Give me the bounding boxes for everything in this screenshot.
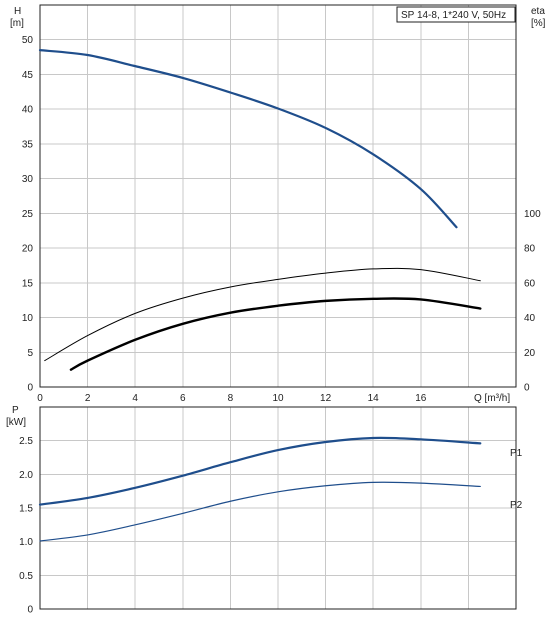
head-efficiency-panel: 0 2 4 6 8 10 12 14 16 0 5 10 15 20 25 30 35 40 45 50 0 20 40… <box>10 4 546 404</box>
power-tick-label: 0 <box>27 605 33 616</box>
eta-tick-label: 20 <box>524 348 536 359</box>
top-x-tick-labels: 0 2 4 6 8 10 12 14 16 <box>37 393 427 404</box>
legend-p2: P2 <box>510 500 523 511</box>
bottom-series <box>38 436 482 542</box>
efficiency-curve-thick <box>69 297 482 371</box>
head-curve <box>38 49 458 229</box>
chart-title-box <box>396 6 516 23</box>
head-tick-label: 0 <box>27 383 33 394</box>
top-grid <box>40 5 516 387</box>
x-tick-label: 16 <box>415 393 427 404</box>
eta-axis-unit: [%] <box>531 18 546 29</box>
head-tick-label: 5 <box>27 348 33 359</box>
power-tick-label: 1.0 <box>19 537 33 548</box>
eta-tick-label: 0 <box>524 383 530 394</box>
x-tick-label: 0 <box>37 393 43 404</box>
power-axis-unit: [kW] <box>6 417 26 428</box>
efficiency-curve-thin <box>44 267 481 362</box>
head-tick-label: 35 <box>22 139 34 150</box>
x-tick-label: 10 <box>272 393 284 404</box>
head-tick-label: 30 <box>22 174 34 185</box>
head-axis-symbol: H <box>14 6 21 17</box>
top-left-tick-labels: 0 5 10 15 20 25 30 35 40 45 50 <box>22 35 34 393</box>
eta-tick-label: 60 <box>524 278 536 289</box>
eta-tick-label: 100 <box>524 209 541 220</box>
top-plot-frame <box>39 4 517 388</box>
x-tick-label: 2 <box>85 393 91 404</box>
x-tick-label: 14 <box>368 393 380 404</box>
power-tick-label: 0.5 <box>19 571 33 582</box>
legend-p1: P1 <box>510 448 523 459</box>
eta-tick-label: 40 <box>524 313 536 324</box>
bottom-tick-labels: 0 0.5 1.0 1.5 2.0 2.5 <box>19 436 33 615</box>
head-tick-label: 50 <box>22 35 34 46</box>
top-right-tick-labels: 0 20 40 60 80 100 <box>524 209 541 394</box>
eta-tick-label: 80 <box>524 244 536 255</box>
power-axis-symbol: P <box>12 405 19 416</box>
head-tick-label: 25 <box>22 209 34 220</box>
bottom-plot-frame <box>39 406 517 610</box>
head-tick-label: 15 <box>22 278 34 289</box>
power-curve-p1 <box>38 436 482 506</box>
bottom-grid <box>40 406 516 609</box>
power-tick-label: 2.5 <box>19 436 33 447</box>
flow-axis-label: Q [m³/h] <box>474 393 510 404</box>
x-tick-label: 12 <box>320 393 332 404</box>
head-axis-unit: [m] <box>10 18 24 29</box>
power-tick-label: 2.0 <box>19 470 33 481</box>
eta-axis-symbol: eta <box>531 6 545 17</box>
chart-title: SP 14-8, 1*240 V, 50Hz <box>401 10 506 21</box>
top-series <box>38 49 482 371</box>
power-tick-label: 1.5 <box>19 504 33 515</box>
head-tick-label: 45 <box>22 70 34 81</box>
head-tick-label: 20 <box>22 244 34 255</box>
x-tick-label: 8 <box>228 393 234 404</box>
head-tick-label: 40 <box>22 105 34 116</box>
power-curve-p2 <box>39 481 481 542</box>
head-tick-label: 10 <box>22 313 34 324</box>
power-panel: 0 0.5 1.0 1.5 2.0 2.5 P [kW] P1 P2 <box>6 405 523 616</box>
x-tick-label: 4 <box>132 393 138 404</box>
x-tick-label: 6 <box>180 393 186 404</box>
